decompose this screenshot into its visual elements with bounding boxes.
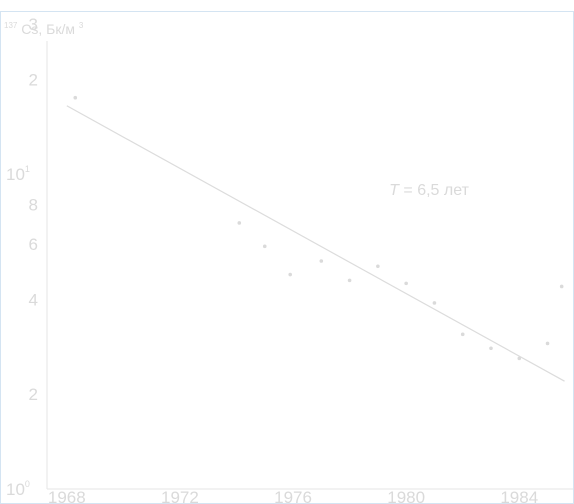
y-axis-label: 137 Cs, Бк/м 3 <box>4 15 84 37</box>
y-tick-label-exponent: 1 <box>25 164 30 174</box>
y-tick-label-7: 3 <box>29 15 38 34</box>
half-life-annotation: T = 6,5 лет <box>389 182 469 199</box>
data-point-12 <box>545 341 550 346</box>
y-tick-label-5: 101 <box>6 164 30 184</box>
data-point-9 <box>460 332 465 337</box>
annotation-symbol: T <box>389 182 400 199</box>
y-tick-label-3: 6 <box>29 235 38 254</box>
data-point-0 <box>73 95 78 100</box>
annotation-text: = 6,5 лет <box>399 182 470 199</box>
y-axis-label-text: Cs, Бк/м <box>21 21 75 37</box>
y-tick-label-0: 100 <box>6 479 30 499</box>
data-point-8 <box>432 301 437 305</box>
x-tick-label-4: 1984 <box>500 488 538 504</box>
axes <box>46 41 573 490</box>
y-axis-label-superscript: 137 <box>4 21 18 30</box>
data-point-1 <box>237 221 242 225</box>
data-point-10 <box>489 346 493 351</box>
y-tick-label-base: 10 <box>6 480 25 499</box>
x-tick-label-2: 1976 <box>274 488 312 504</box>
y-tick-label-base: 10 <box>6 165 25 184</box>
y-axis-label-unit-power: 3 <box>79 21 84 30</box>
plot-frame <box>0 11 574 504</box>
data-point-6 <box>376 264 380 269</box>
data-point-3 <box>288 272 293 277</box>
y-tick-label-exponent: 0 <box>25 479 30 489</box>
x-tick-label-0: 1968 <box>48 488 86 504</box>
data-point-7 <box>404 281 408 286</box>
x-tick-label-1: 1972 <box>161 488 199 504</box>
trend-line <box>66 105 565 382</box>
data-points <box>73 95 564 361</box>
data-point-5 <box>347 278 352 283</box>
y-tick-label-2: 4 <box>29 290 38 309</box>
x-tick-label-3: 1980 <box>387 488 425 504</box>
x-tick-labels: 1968 1972 1976 1980 1984 <box>48 488 538 504</box>
y-tick-label-6: 2 <box>29 70 38 89</box>
data-point-11 <box>517 356 522 361</box>
data-point-13 <box>559 284 564 289</box>
data-point-2 <box>262 244 267 249</box>
data-point-4 <box>319 259 324 263</box>
trend-line-group <box>66 105 565 382</box>
y-tick-label-4: 8 <box>29 196 38 215</box>
y-tick-label-1: 2 <box>29 385 38 404</box>
